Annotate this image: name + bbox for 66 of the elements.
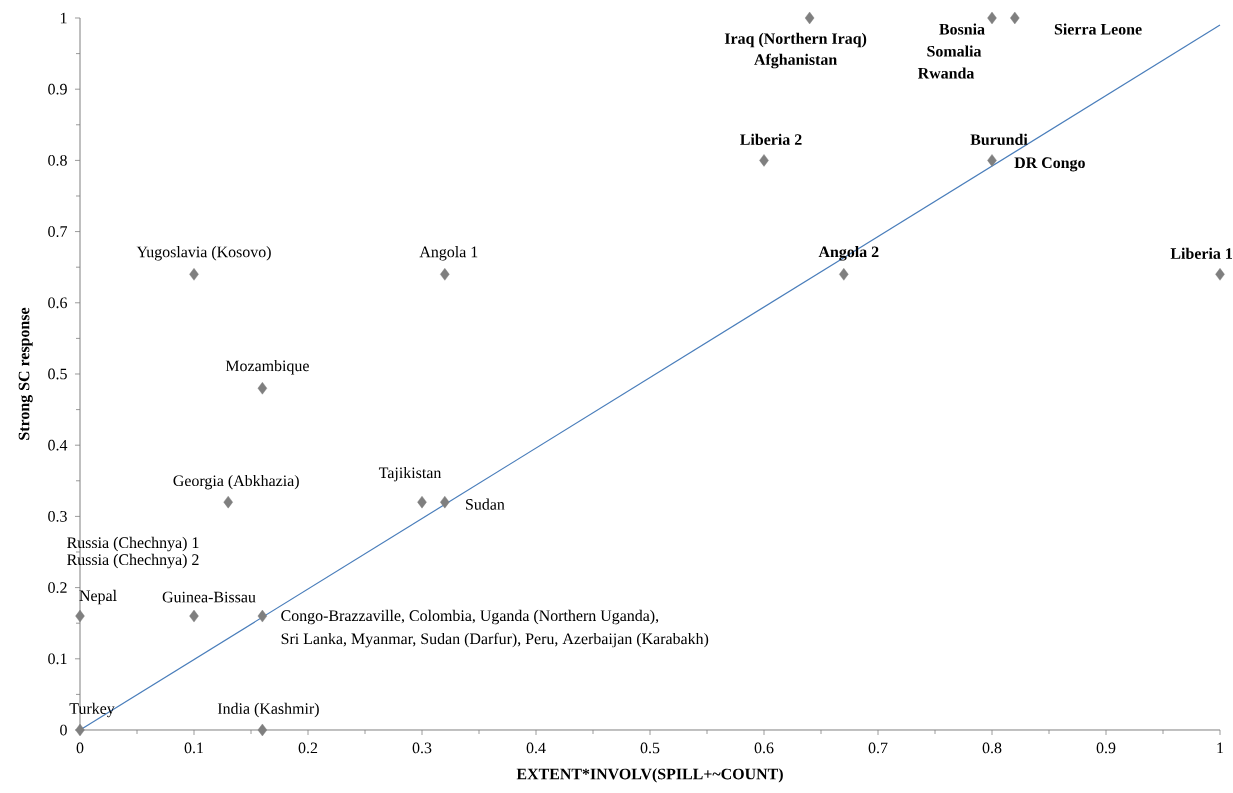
annotation: Congo-Brazzaville, Colombia, Uganda (Northern Uganda), xyxy=(281,609,659,625)
annotation: Russia (Chechnya) 2 xyxy=(67,553,199,569)
annotation: Liberia 1 xyxy=(1170,247,1232,259)
point xyxy=(417,495,427,509)
x-tick-label: 0.9 xyxy=(1096,742,1116,754)
annotation: Mozambique xyxy=(225,360,309,375)
annotation: Guinea-Bissau xyxy=(162,591,256,603)
annotation: Iraq (Northern Iraq) xyxy=(724,32,867,48)
annotation: Rwanda xyxy=(917,67,975,79)
point xyxy=(440,495,450,509)
point xyxy=(1010,11,1020,25)
annotation: Angola 1 xyxy=(419,246,478,261)
point xyxy=(189,268,199,281)
annotation: Somalia xyxy=(927,45,982,57)
x-tick-label: 0.5 xyxy=(640,742,660,754)
point xyxy=(257,723,268,737)
point xyxy=(223,495,233,509)
x-tick-label: 0.8 xyxy=(982,742,1002,754)
annotation: Liberia 2 xyxy=(740,133,802,145)
x-axis-title: EXTENT*INVOLV(SPILL+~COUNT) xyxy=(516,768,783,783)
x-tick-label: 0 xyxy=(76,742,84,754)
annotation: Sierra Leone xyxy=(1054,23,1142,35)
y-tick-label: 0.4 xyxy=(48,439,68,451)
point xyxy=(189,609,199,623)
point xyxy=(839,268,849,281)
point xyxy=(987,11,997,25)
point xyxy=(257,609,268,623)
y-tick-label: 0.5 xyxy=(48,368,67,380)
annotation: Nepal xyxy=(79,589,117,605)
annotation: Bosnia xyxy=(939,23,985,35)
y-tick-label: 0.3 xyxy=(48,510,67,522)
x-tick-label: 0.3 xyxy=(412,742,432,754)
y-tick-label: 0.7 xyxy=(48,226,68,237)
annotation: Burundi xyxy=(970,133,1028,146)
x-tick-label: 1 xyxy=(1217,742,1224,754)
y-tick-label: 0 xyxy=(60,724,67,736)
annotation: India (Kashmir) xyxy=(217,702,319,718)
x-tick-label: 0.2 xyxy=(298,742,318,754)
annotation: Yugoslavia (Kosovo) xyxy=(136,246,271,261)
y-tick-label: 0.8 xyxy=(48,154,67,166)
annotation: Afghanistan xyxy=(754,53,837,69)
annotation: Turkey xyxy=(69,702,115,718)
point xyxy=(1215,268,1225,281)
point xyxy=(75,609,85,623)
annotation: Georgia (Abkhazia) xyxy=(173,474,299,490)
y-tick-label: 0.2 xyxy=(48,582,67,594)
annotation: DR Congo xyxy=(1014,157,1085,172)
annotation: Sudan xyxy=(466,498,505,510)
annotation: Tajikistan xyxy=(378,466,442,482)
annotation: Sri Lanka, Myanmar, Sudan (Darfur), Peru, Azerbaijan (Karabakh) xyxy=(281,632,709,648)
point xyxy=(804,11,815,25)
y-axis-title: Strong SC response xyxy=(18,307,33,440)
point xyxy=(440,268,450,281)
x-tick-label: 0.6 xyxy=(754,742,774,754)
y-tick-label: 0.9 xyxy=(48,83,67,95)
y-tick-label: 0.1 xyxy=(48,653,67,665)
x-tick-label: 0.4 xyxy=(526,742,546,754)
point xyxy=(987,154,997,167)
point xyxy=(759,154,769,167)
y-tick-label: 1 xyxy=(60,12,67,24)
point xyxy=(75,723,85,737)
point xyxy=(257,382,268,395)
x-tick-label: 0.1 xyxy=(184,742,204,754)
annotation: Russia (Chechnya) 1 xyxy=(67,536,199,552)
x-tick-label: 0.7 xyxy=(868,742,888,754)
y-tick-label: 0.6 xyxy=(48,297,68,309)
